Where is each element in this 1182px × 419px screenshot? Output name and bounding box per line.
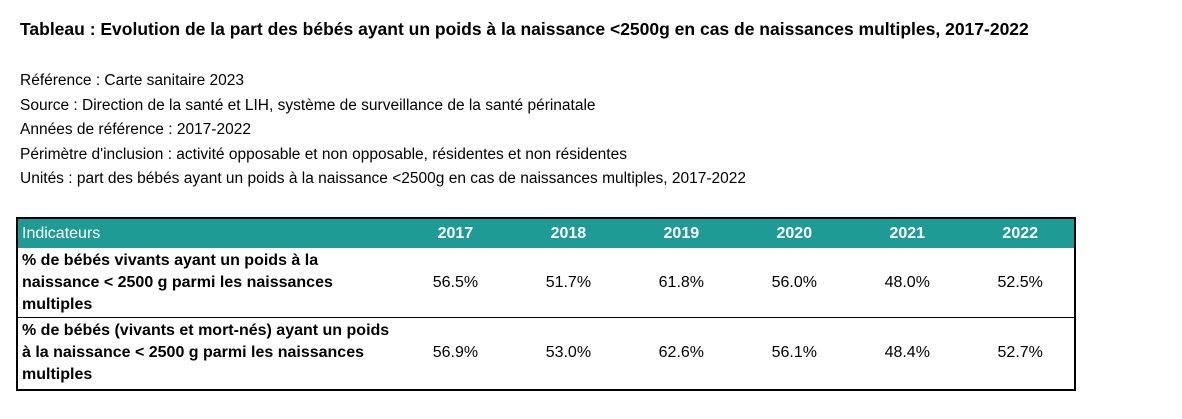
cell-2020: 56.1% <box>771 344 817 361</box>
data-table: Indicateurs 2017 2018 2019 2020 2021 202… <box>16 217 1076 391</box>
row-label: % de bébés (vivants et mort-nés) ayant u… <box>22 322 390 383</box>
cell-2022: 52.7% <box>997 344 1043 361</box>
header-year-2017: 2017 <box>437 224 474 242</box>
page-title: Tableau : Evolution de la part des bébés… <box>20 19 1029 39</box>
header-indicateurs: Indicateurs <box>22 224 101 242</box>
cell-2019: 62.6% <box>658 344 705 361</box>
cell-2017: 56.5% <box>432 273 479 291</box>
years-line: Années de référence : 2017-2022 <box>20 121 251 138</box>
table-header: Indicateurs 2017 2018 2019 2020 2021 202… <box>18 219 1074 248</box>
header-year-2022: 2022 <box>1002 224 1039 242</box>
cell-2021: 48.4% <box>884 344 930 361</box>
cell-2018: 51.7% <box>545 273 592 291</box>
header-year-2018: 2018 <box>550 224 587 242</box>
table-row: % de bébés vivants ayant un poids à la n… <box>18 248 1074 318</box>
header-year-2019: 2019 <box>663 224 700 242</box>
reference-line: Référence : Carte sanitaire 2023 <box>20 72 245 89</box>
header-year-2020: 2020 <box>776 224 813 242</box>
cell-2020: 56.0% <box>771 273 817 291</box>
metadata-block: Référence : Carte sanitaire 2023 Source … <box>20 69 746 192</box>
scope-line: Périmètre d'inclusion : activité opposab… <box>20 145 627 163</box>
cell-2019: 61.8% <box>658 273 705 291</box>
row-label: % de bébés vivants ayant un poids à la n… <box>22 251 333 313</box>
source-line: Source : Direction de la santé et LIH, s… <box>20 96 596 114</box>
cell-2021: 48.0% <box>884 273 930 291</box>
units-line: Unités : part des bébés ayant un poids à… <box>20 170 746 187</box>
table-row: % de bébés (vivants et mort-nés) ayant u… <box>18 318 1074 388</box>
cell-2022: 52.5% <box>997 273 1043 291</box>
cell-2017: 56.9% <box>432 344 479 361</box>
cell-2018: 53.0% <box>545 344 592 361</box>
header-year-2021: 2021 <box>889 224 926 242</box>
